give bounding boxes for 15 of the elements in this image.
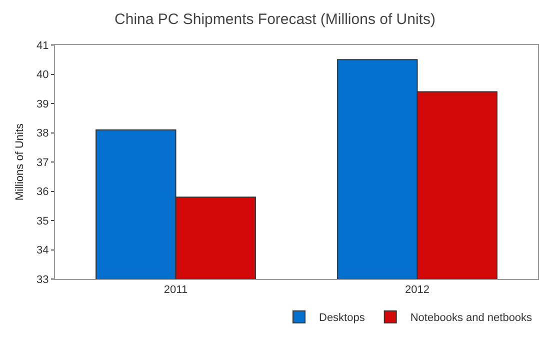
y-tick-label: 39 (36, 98, 49, 110)
y-tick-label: 34 (36, 244, 49, 257)
y-tick-label: 36 (36, 186, 49, 198)
x-tick-label: 2012 (405, 284, 430, 296)
legend-label: Desktops (319, 312, 366, 324)
y-tick-label: 40 (36, 69, 49, 82)
y-axis-title: Millions of Units (14, 122, 26, 201)
legend-label: Notebooks and netbooks (410, 312, 533, 324)
y-tick-label: 35 (36, 215, 49, 228)
y-tick-label: 33 (36, 274, 49, 286)
chart-title: China PC Shipments Forecast (Millions of Units) (114, 11, 436, 28)
x-tick-label: 2011 (164, 284, 188, 296)
y-tick-label: 41 (36, 40, 49, 52)
y-tick-label: 37 (36, 156, 49, 169)
y-tick-label: 38 (36, 128, 49, 140)
